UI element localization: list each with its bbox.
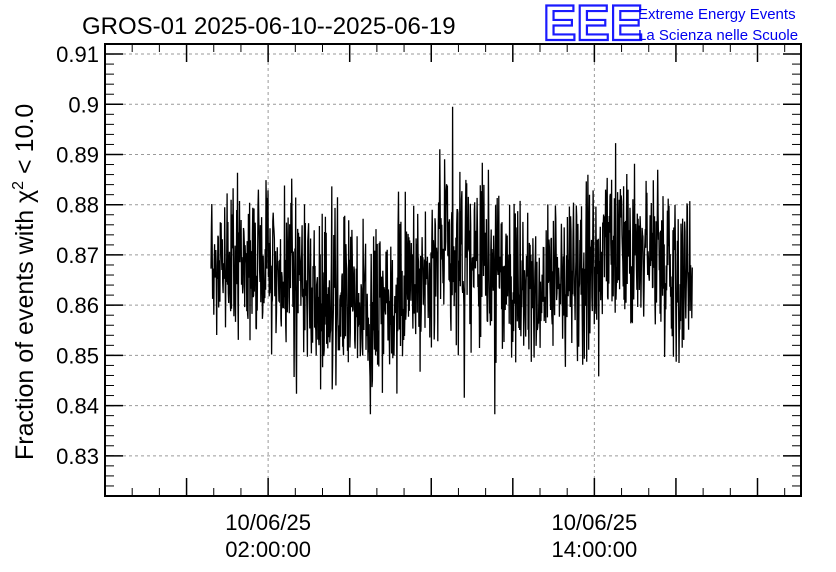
y-tick-label: 0.91 — [56, 42, 99, 67]
chart-title: GROS-01 2025-06-10--2025-06-19 — [82, 13, 456, 40]
y-tick-label: 0.88 — [56, 193, 99, 218]
y-tick-label: 0.85 — [56, 343, 99, 368]
y-tick-label: 0.9 — [68, 92, 99, 117]
y-tick-label: 0.89 — [56, 142, 99, 167]
y-axis-label-sup: 2 — [10, 181, 27, 190]
y-axis-label: Fraction of events with χ2 < 10.0 — [10, 104, 39, 460]
logo-line2: La Scienza nelle Scuole — [638, 27, 798, 44]
y-tick-label: 0.87 — [56, 243, 99, 268]
y-tick-label: 0.86 — [56, 293, 99, 318]
y-axis-label-tail: < 10.0 — [11, 104, 39, 181]
eee-logo: EEE Extreme Energy Events La Scienza nel… — [542, 0, 798, 52]
logo-line1: Extreme Energy Events — [638, 6, 796, 23]
y-tick-label: 0.84 — [56, 394, 99, 419]
y-axis-label-main: Fraction of events with χ — [11, 190, 39, 460]
y-tick-labels: 0.83 0.84 0.85 0.86 0.87 0.88 0.89 0.9 0.91 — [56, 42, 99, 469]
x-tick-label-date: 10/06/25 — [552, 510, 638, 535]
series-line — [210, 106, 693, 415]
x-tick-label-date: 10/06/25 — [225, 510, 311, 535]
plot-frame — [104, 43, 802, 497]
y-tick-label: 0.83 — [56, 444, 99, 469]
x-tick-label-time: 14:00:00 — [552, 537, 638, 562]
x-tick-label-time: 02:00:00 — [225, 537, 311, 562]
